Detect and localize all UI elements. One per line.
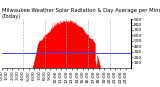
Text: Milwaukee Weather Solar Radiation & Day Average per Minute W/m²
(Today): Milwaukee Weather Solar Radiation & Day …	[2, 8, 160, 19]
